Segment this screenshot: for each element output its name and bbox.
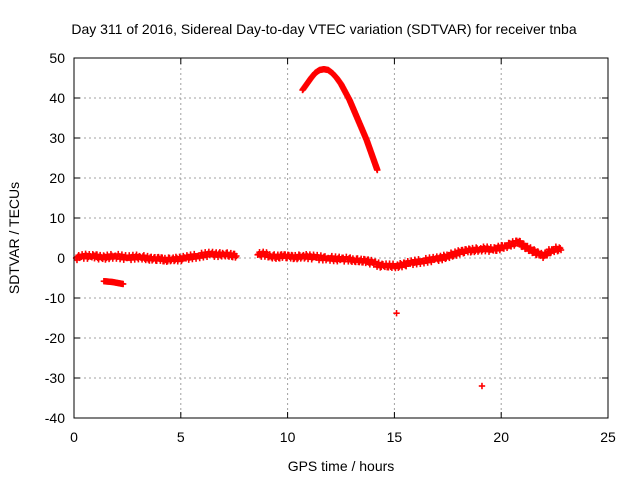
y-tick-label: 40	[49, 90, 65, 106]
chart-title: Day 311 of 2016, Sidereal Day-to-day VTE…	[71, 21, 576, 37]
data-point-fill	[552, 243, 560, 250]
x-tick-label: 15	[387, 429, 403, 445]
data-point-fill	[373, 166, 381, 173]
data-point	[393, 310, 400, 317]
y-tick-label: 50	[49, 50, 65, 66]
data-points	[72, 66, 565, 390]
data-point-fill	[398, 263, 406, 271]
x-tick-label: 25	[600, 429, 616, 445]
plot-frame	[73, 57, 609, 419]
y-tick-label: -30	[45, 370, 65, 386]
x-tick-label: 5	[177, 429, 185, 445]
data-point-fill	[375, 259, 382, 266]
data-point-fill	[527, 244, 534, 251]
data-point-fill	[119, 280, 126, 288]
y-tick-label: 0	[57, 250, 65, 266]
y-tick-label: -20	[45, 330, 65, 346]
x-tick-label: 20	[493, 429, 509, 445]
data-point-fill	[556, 245, 564, 252]
axis-ticks: 0 5 10 15 20 25 -40 -30 -20 -10 0 10 20 30 40 50	[45, 50, 616, 445]
y-axis-label: SDTVAR / TECUs	[6, 182, 22, 294]
data-point-fill	[232, 254, 239, 261]
y-tick-label: 20	[49, 170, 65, 186]
grid	[74, 58, 608, 418]
x-tick-label: 0	[70, 429, 78, 445]
y-tick-label: 10	[49, 210, 65, 226]
data-point-fill	[317, 252, 325, 259]
y-tick-label: -10	[45, 290, 65, 306]
data-point-fill	[447, 249, 455, 256]
data-point	[478, 382, 486, 390]
data-point-fill	[231, 250, 238, 258]
x-axis-label: GPS time / hours	[288, 458, 395, 474]
y-tick-label: -40	[45, 410, 65, 426]
y-tick-label: 30	[49, 130, 65, 146]
data-point-fill	[456, 251, 464, 258]
x-tick-label: 10	[280, 429, 296, 445]
